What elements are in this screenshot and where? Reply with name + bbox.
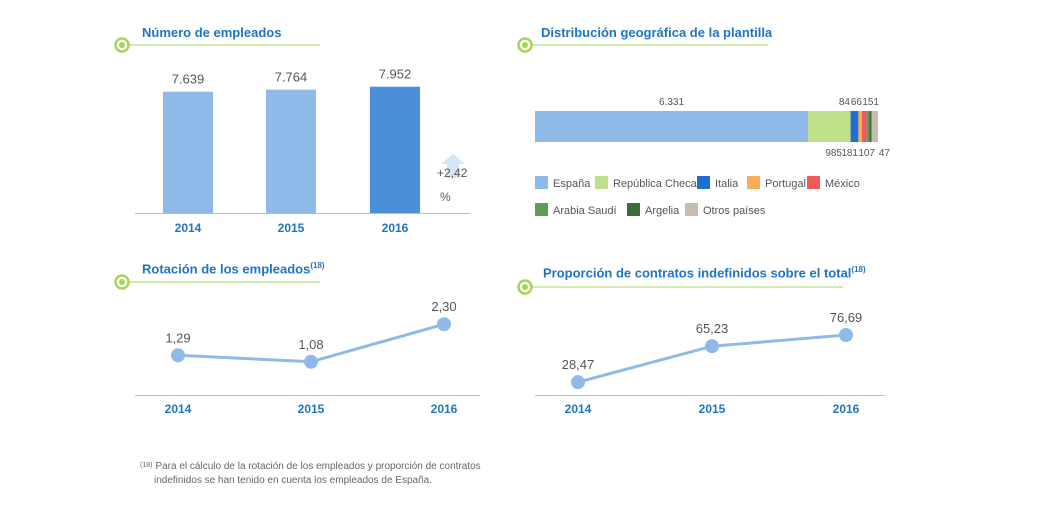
- title-marker-contracts: [517, 279, 843, 295]
- geo-legend-label-españa: España: [553, 178, 591, 190]
- contracts-line-chart: 28,47 2014 65,23 2015 76,69 2016: [535, 310, 885, 416]
- geo-legend-label-otros-países: Otros países: [703, 205, 766, 217]
- geo-value-label-república-checa: 985: [825, 148, 842, 159]
- rotation-line-chart: 1,29 2014 1,08 2015 2,30 2016: [135, 299, 480, 416]
- employees-bar-2016: [370, 86, 420, 213]
- rotation-value-label-2014: 1,29: [165, 330, 190, 345]
- geo-segment-república-checa: [808, 111, 851, 142]
- contracts-title-text: Proporción de contratos indefinidos sobr…: [543, 265, 852, 281]
- rotation-tick-label-2016: 2016: [431, 402, 458, 416]
- geo-legend-label-arabia-saudí: Arabia Saudí: [553, 205, 617, 217]
- employees-tick-label-2016: 2016: [382, 221, 409, 235]
- geo-legend-swatch-españa: [535, 176, 548, 189]
- geo-legend-swatch-portugal: [747, 176, 760, 189]
- geo-segment-argelia: [869, 111, 872, 142]
- geo-value-label-italia: 181: [841, 148, 858, 159]
- employees-value-label-2016: 7.952: [379, 67, 412, 82]
- employees-tick-label-2014: 2014: [175, 221, 202, 235]
- geo-stacked-bar-chart: 6.331 985 181 84 107 66 47 151 España República C…: [535, 97, 891, 217]
- employees-change-unit: %: [440, 190, 451, 204]
- geo-legend-label-república-checa: República Checa: [613, 178, 698, 190]
- geo-legend-swatch-italia: [697, 176, 710, 189]
- geo-legend-label-argelia: Argelia: [645, 205, 680, 217]
- employees-bar-chart: 7.639 2014 7.764 2015 7.952 2016 +2,42%: [135, 67, 470, 235]
- rotation-tick-label-2015: 2015: [298, 402, 325, 416]
- contracts-tick-label-2015: 2015: [699, 402, 726, 416]
- employees-change-value: +2,42: [437, 166, 468, 180]
- geo-value-label-portugal: 84: [839, 97, 851, 108]
- contracts-value-label-2014: 28,47: [562, 357, 595, 372]
- geo-legend-swatch-república-checa: [595, 176, 608, 189]
- contracts-tick-label-2014: 2014: [565, 402, 592, 416]
- footnote-line-2: indefinidos se han tenido en cuenta los …: [154, 475, 432, 486]
- up-arrow-icon: [441, 154, 465, 178]
- title-marker-rotation: [114, 274, 320, 290]
- rotation-value-label-2016: 2,30: [431, 299, 456, 314]
- footnote-line-1: Para el cálculo de la rotación de los em…: [155, 461, 481, 472]
- geo-legend-swatch-arabia-saudí: [535, 203, 548, 216]
- geo-value-label-argelia: 47: [879, 148, 891, 159]
- geo-legend-label-italia: Italia: [715, 178, 739, 190]
- geo-value-label-méxico: 107: [858, 148, 875, 159]
- contracts-point-2015: [705, 339, 719, 354]
- employees-chart-title: Número de empleados: [142, 25, 282, 40]
- rotation-point-2014: [171, 348, 185, 363]
- geo-segment-arabia-saudí: [866, 111, 870, 142]
- title-marker-geo: [517, 37, 768, 53]
- contracts-chart-title: Proporción de contratos indefinidos sobr…: [543, 265, 866, 280]
- title-marker-employees: [114, 37, 320, 53]
- footnote-mark: (18): [140, 462, 153, 469]
- rotation-point-2015: [304, 354, 318, 369]
- geo-segment-españa: [535, 111, 809, 142]
- contracts-title-footnote-mark: (18): [851, 265, 866, 274]
- geo-segment-méxico: [861, 111, 867, 142]
- rotation-title-text: Rotación de los empleados: [142, 261, 311, 277]
- geo-value-label-arabia-saudí: 66: [851, 97, 863, 108]
- geo-legend-swatch-argelia: [627, 203, 640, 216]
- geo-chart-title: Distribución geográfica de la plantilla: [541, 25, 773, 40]
- employees-value-label-2015: 7.764: [275, 70, 308, 85]
- geo-legend-label-portugal: Portugal: [765, 178, 806, 190]
- rotation-value-label-2015: 1,08: [298, 337, 323, 352]
- geo-value-label-españa: 6.331: [659, 97, 684, 108]
- geo-legend-label-méxico: México: [825, 178, 860, 190]
- geo-legend-swatch-otros-países: [685, 203, 698, 216]
- geo-segment-italia: [850, 111, 859, 142]
- geo-legend-swatch-méxico: [807, 176, 820, 189]
- rotation-tick-label-2014: 2014: [165, 402, 192, 416]
- contracts-tick-label-2016: 2016: [833, 402, 860, 416]
- geo-segment-portugal: [858, 111, 862, 142]
- contracts-value-label-2016: 76,69: [830, 310, 863, 325]
- geo-value-label-otros-países: 151: [862, 97, 879, 108]
- geo-segment-otros-países: [871, 111, 878, 142]
- rotation-point-2016: [437, 317, 451, 332]
- rotation-title-footnote-mark: (18): [310, 261, 325, 270]
- employees-bar-2015: [266, 89, 316, 213]
- employees-tick-label-2015: 2015: [278, 221, 305, 235]
- contracts-point-2016: [839, 328, 853, 343]
- contracts-point-2014: [571, 375, 585, 390]
- footnote: (18) Para el cálculo de la rotación de lo…: [140, 460, 520, 488]
- employees-bar-2014: [163, 91, 213, 213]
- rotation-chart-title: Rotación de los empleados(18): [142, 261, 325, 276]
- employees-value-label-2014: 7.639: [172, 72, 205, 87]
- contracts-value-label-2015: 65,23: [696, 321, 729, 336]
